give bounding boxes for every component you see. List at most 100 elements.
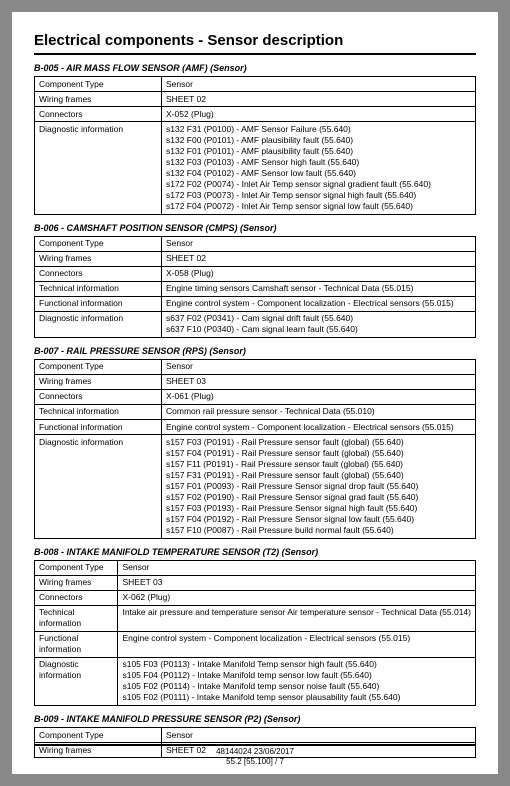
section-header: B-007 - RAIL PRESSURE SENSOR (RPS) (Sens… [34, 346, 476, 356]
row-label: Connectors [35, 107, 162, 122]
value-line: s637 F02 (P0341) - Cam signal drift faul… [166, 313, 471, 324]
value-line: SHEET 03 [166, 376, 471, 387]
value-line: Engine control system - Component locali… [166, 298, 471, 309]
row-value: X-062 (Plug) [118, 590, 476, 605]
value-line: s105 F02 (P0111) - Intake Manifold temp … [122, 692, 471, 703]
table-row: Component TypeSensor [35, 728, 476, 743]
row-value: Engine control system - Component locali… [118, 631, 476, 657]
row-label: Functional information [35, 631, 118, 657]
value-line: s105 F04 (P0112) - Intake Manifold temp … [122, 670, 471, 681]
footer-pagenum: 55.2 [55.100] / 7 [34, 757, 476, 767]
row-value: X-058 (Plug) [162, 266, 476, 281]
row-label: Diagnostic information [35, 657, 118, 705]
table-row: Technical informationIntake air pressure… [35, 605, 476, 631]
value-line: Engine control system - Component locali… [166, 422, 471, 433]
row-value: SHEET 02 [162, 92, 476, 107]
value-line: s132 F01 (P0101) - AMF plausibility faul… [166, 146, 471, 157]
section-header: B-008 - INTAKE MANIFOLD TEMPERATURE SENS… [34, 547, 476, 557]
row-label: Component Type [35, 77, 162, 92]
value-line: Sensor [166, 238, 471, 249]
value-line: s157 F10 (P0087) - Rail Pressure build n… [166, 525, 471, 536]
row-label: Component Type [35, 236, 162, 251]
row-label: Wiring frames [35, 575, 118, 590]
value-line: Sensor [166, 79, 471, 90]
row-label: Wiring frames [35, 251, 162, 266]
section-header: B-006 - CAMSHAFT POSITION SENSOR (CMPS) … [34, 223, 476, 233]
row-label: Connectors [35, 389, 162, 404]
value-line: Common rail pressure sensor - Technical … [166, 406, 471, 417]
row-value: Sensor [162, 728, 476, 743]
value-line: SHEET 02 [166, 94, 471, 105]
table-row: Technical information Engine timing senso… [35, 281, 476, 296]
row-label: Connectors [35, 590, 118, 605]
value-line: X-052 (Plug) [166, 109, 471, 120]
section-header: B-009 - INTAKE MANIFOLD PRESSURE SENSOR … [34, 714, 476, 724]
table-row: Diagnostic information s637 F02 (P0341) -… [35, 311, 476, 337]
value-line: SHEET 02 [166, 253, 471, 264]
value-line: s132 F00 (P0101) - AMF plausibility faul… [166, 135, 471, 146]
value-line: Engine control system - Component locali… [122, 633, 471, 644]
row-value: X-061 (Plug) [162, 389, 476, 404]
row-value: s132 F31 (P0100) - AMF Sensor Failure (5… [162, 122, 476, 214]
table-row: Component Type Sensor [35, 560, 476, 575]
value-line: s157 F04 (P0192) - Rail Pressure Sensor … [166, 514, 471, 525]
row-label: Wiring frames [35, 92, 162, 107]
value-line: s157 F02 (P0190) - Rail Pressure Sensor … [166, 492, 471, 503]
value-line: s157 F01 (P0093) - Rail Pressure Sensor … [166, 481, 471, 492]
value-line: s132 F03 (P0103) - AMF Sensor high fault… [166, 157, 471, 168]
row-value: s157 F03 (P0191) - Rail Pressure sensor … [162, 435, 476, 538]
row-value: X-052 (Plug) [162, 107, 476, 122]
value-line: s157 F03 (P0191) - Rail Pressure sensor … [166, 437, 471, 448]
component-table: Component Type Sensor Wiring frames SHEET 0… [34, 236, 476, 338]
table-row: Diagnostic informations132 F31 (P0100) -… [35, 122, 476, 214]
table-row: Wiring frames SHEET 03 [35, 575, 476, 590]
table-row: Wiring frames SHEET 03 [35, 374, 476, 389]
document-page: Electrical components - Sensor descripti… [12, 12, 498, 774]
value-line: s157 F31 (P0191) - Rail Pressure sensor … [166, 470, 471, 481]
component-table: Component Type Sensor Wiring frames SHEET 0… [34, 359, 476, 539]
value-line: s172 F04 (P0072) - Inlet Air Temp sensor… [166, 201, 471, 212]
row-value: Engine timing sensors Camshaft sensor - … [162, 281, 476, 296]
value-line: Sensor [122, 562, 471, 573]
table-row: Component Type Sensor [35, 236, 476, 251]
table-row: Technical informationCommon rail pressur… [35, 404, 476, 419]
component-table: Component Type Sensor Wiring frames SHEET 0… [34, 76, 476, 215]
value-line: s637 F10 (P0340) - Cam signal learn faul… [166, 324, 471, 335]
row-value: s105 F03 (P0113) - Intake Manifold Temp … [118, 657, 476, 705]
page-footer: 48144024 23/06/2017 55.2 [55.100] / 7 [34, 744, 476, 766]
value-line: Sensor [166, 361, 471, 372]
row-value: s637 F02 (P0341) - Cam signal drift faul… [162, 311, 476, 337]
value-line: s157 F03 (P0193) - Rail Pressure Sensor … [166, 503, 471, 514]
value-line: s157 F04 (P0191) - Rail Pressure sensor … [166, 448, 471, 459]
row-label: Wiring frames [35, 374, 162, 389]
page-title: Electrical components - Sensor descripti… [34, 32, 476, 55]
value-line: s105 F02 (P0114) - Intake Manifold temp … [122, 681, 471, 692]
table-row: Functional information Engine control sys… [35, 420, 476, 435]
table-row: Component Type Sensor [35, 359, 476, 374]
row-label: Component Type [35, 728, 162, 743]
value-line: s172 F03 (P0073) - Inlet Air Temp sensor… [166, 190, 471, 201]
row-label: Diagnostic information [35, 311, 162, 337]
table-row: ConnectorsX-061 (Plug) [35, 389, 476, 404]
row-label: Technical information [35, 281, 162, 296]
value-line: X-062 (Plug) [122, 592, 471, 603]
row-value: Engine control system - Component locali… [162, 420, 476, 435]
row-label: Component Type [35, 560, 118, 575]
value-line: s132 F04 (P0102) - AMF Sensor low fault … [166, 168, 471, 179]
component-table: Component Type Sensor Wiring frames SHEET 0… [34, 560, 476, 707]
value-line: SHEET 03 [122, 577, 471, 588]
value-line: Engine timing sensors Camshaft sensor - … [166, 283, 471, 294]
row-label: Functional information [35, 420, 162, 435]
table-row: Diagnostic information s157 F03 (P0191) -… [35, 435, 476, 538]
row-label: Diagnostic information [35, 435, 162, 538]
row-label: Component Type [35, 359, 162, 374]
table-row: Diagnostic information s105 F03 (P0113) -… [35, 657, 476, 705]
table-row: Wiring frames SHEET 02 [35, 251, 476, 266]
table-row: Component Type Sensor [35, 77, 476, 92]
row-value: SHEET 03 [118, 575, 476, 590]
row-value: Engine control system - Component locali… [162, 296, 476, 311]
row-value: SHEET 03 [162, 374, 476, 389]
value-line: s105 F03 (P0113) - Intake Manifold Temp … [122, 659, 471, 670]
table-row: Connectors X-052 (Plug) [35, 107, 476, 122]
row-value: Sensor [162, 236, 476, 251]
